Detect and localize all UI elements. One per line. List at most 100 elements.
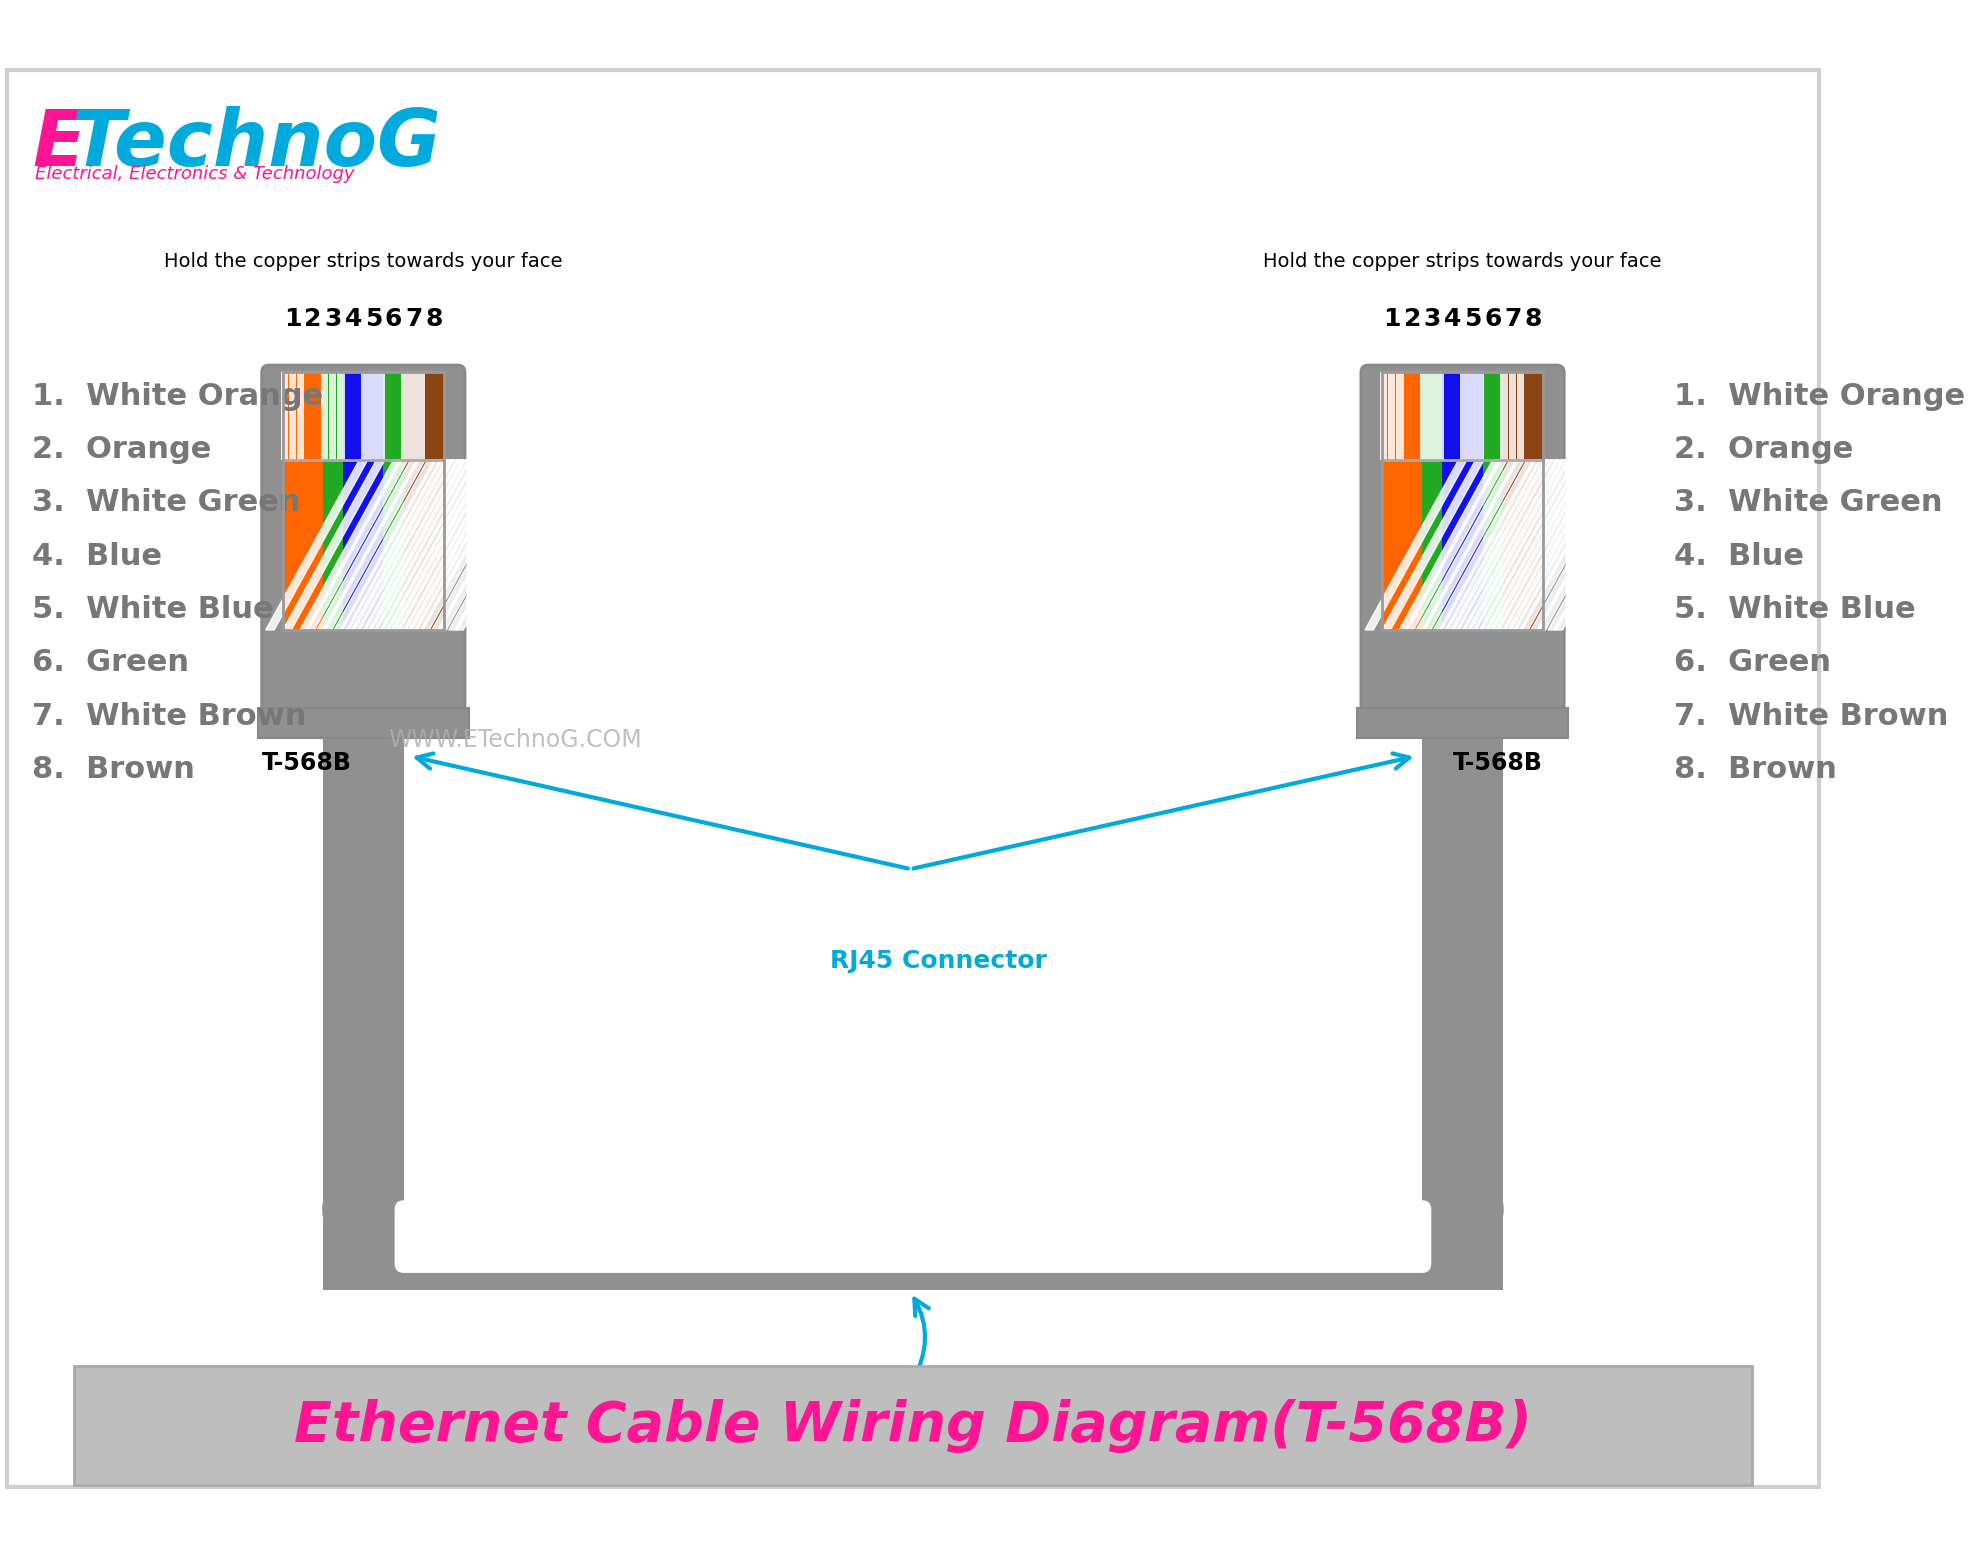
Text: 3.  White Green: 3. White Green (32, 489, 300, 517)
Text: 6.  Green: 6. Green (1673, 648, 1830, 677)
Text: Ethernet Cable Wiring Diagram(T-568B): Ethernet Cable Wiring Diagram(T-568B) (294, 1398, 1532, 1453)
Bar (324, 459, 343, 631)
Polygon shape (1485, 459, 1588, 631)
Text: 7.  White Brown: 7. White Brown (32, 702, 306, 730)
Text: 1.  White Orange: 1. White Orange (1673, 381, 1965, 411)
Text: 8: 8 (1524, 307, 1542, 332)
Bar (304, 372, 324, 459)
Polygon shape (266, 459, 367, 631)
Text: 4.  Blue: 4. Blue (1673, 542, 1804, 571)
Bar (403, 459, 423, 631)
Text: 4.  Blue: 4. Blue (32, 542, 163, 571)
Bar (1463, 459, 1483, 631)
Bar (1469, 372, 1477, 459)
Polygon shape (433, 459, 534, 631)
Text: WWW.ETechnoG.COM: WWW.ETechnoG.COM (389, 729, 641, 752)
Bar (282, 372, 304, 459)
Text: 5: 5 (365, 307, 381, 332)
Polygon shape (357, 459, 459, 631)
Text: 6: 6 (385, 307, 403, 332)
Polygon shape (1439, 459, 1542, 631)
Text: Ethernet Cable: Ethernet Cable (929, 1394, 1139, 1417)
Bar (1522, 372, 1542, 459)
Polygon shape (1503, 459, 1604, 631)
Bar (417, 372, 425, 459)
Polygon shape (1399, 459, 1501, 631)
Bar (1443, 459, 1463, 631)
Polygon shape (415, 459, 516, 631)
Text: 3: 3 (1423, 307, 1441, 332)
Polygon shape (1572, 459, 1673, 631)
Bar (282, 372, 445, 631)
Bar (324, 372, 343, 459)
Bar (1517, 372, 1524, 459)
Text: 2.  Orange: 2. Orange (1673, 434, 1854, 464)
Polygon shape (1479, 459, 1582, 631)
Bar (1461, 372, 1467, 459)
Text: 4: 4 (1443, 307, 1461, 332)
Bar (1423, 459, 1443, 631)
Text: 1.  White Orange: 1. White Orange (32, 381, 324, 411)
Text: T-568B: T-568B (262, 752, 351, 775)
Polygon shape (1473, 459, 1576, 631)
Circle shape (324, 1169, 403, 1250)
Polygon shape (318, 459, 419, 631)
Bar (330, 372, 337, 459)
Bar (337, 372, 345, 459)
Polygon shape (369, 459, 470, 631)
Text: Hold the copper strips towards your face: Hold the copper strips towards your face (1262, 252, 1661, 271)
Polygon shape (1536, 459, 1640, 631)
Bar (324, 738, 403, 1210)
Bar (409, 372, 417, 459)
Polygon shape (1405, 459, 1507, 631)
Bar (282, 372, 445, 631)
Polygon shape (449, 459, 552, 631)
Bar (73, 1365, 1753, 1485)
Bar (1388, 372, 1395, 459)
Bar (343, 372, 363, 459)
Polygon shape (421, 459, 522, 631)
Bar (1382, 372, 1401, 459)
Bar (401, 372, 409, 459)
Bar (363, 372, 383, 459)
Text: Electrical, Electronics & Technology: Electrical, Electronics & Technology (36, 165, 355, 184)
Polygon shape (488, 459, 592, 631)
Bar (1503, 372, 1522, 459)
Bar (304, 459, 324, 631)
Polygon shape (1433, 459, 1536, 631)
Bar (423, 459, 445, 631)
Polygon shape (397, 459, 500, 631)
Bar (1463, 372, 1483, 459)
Text: 3.  White Green: 3. White Green (1673, 489, 1943, 517)
Text: TechnoG: TechnoG (71, 106, 441, 182)
Polygon shape (306, 459, 409, 631)
Bar (322, 372, 328, 459)
Bar (282, 372, 445, 459)
Text: 2: 2 (304, 307, 322, 332)
Polygon shape (333, 459, 437, 631)
Text: 1: 1 (284, 307, 302, 332)
FancyBboxPatch shape (395, 1200, 1431, 1274)
Bar (258, 708, 468, 738)
Polygon shape (300, 459, 403, 631)
Polygon shape (439, 459, 540, 631)
Text: 6.  Green: 6. Green (32, 648, 189, 677)
Bar (1382, 459, 1401, 631)
Polygon shape (1415, 459, 1519, 631)
Bar (1509, 372, 1517, 459)
Bar (377, 372, 385, 459)
Text: Hold the copper strips towards your face: Hold the copper strips towards your face (165, 252, 562, 271)
Polygon shape (1588, 459, 1691, 631)
Bar (1483, 372, 1503, 459)
Bar (403, 372, 423, 459)
Bar (1503, 459, 1522, 631)
Bar (361, 372, 369, 459)
Text: 1: 1 (1384, 307, 1401, 332)
Bar (369, 372, 377, 459)
Polygon shape (1467, 459, 1570, 631)
FancyBboxPatch shape (1362, 364, 1564, 719)
Polygon shape (409, 459, 510, 631)
Polygon shape (1457, 459, 1558, 631)
Bar (1401, 459, 1423, 631)
Text: 3: 3 (324, 307, 341, 332)
